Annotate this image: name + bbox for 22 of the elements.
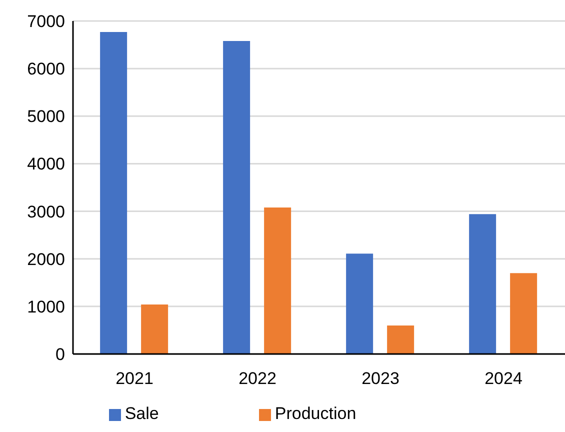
- x-tick-label: 2022: [238, 369, 276, 388]
- bar: [510, 273, 538, 354]
- y-tick-label: 4000: [27, 154, 65, 174]
- x-tick-label: 2023: [362, 369, 400, 388]
- legend-label: Production: [274, 404, 356, 423]
- x-tick-label: 2024: [484, 369, 522, 388]
- y-tick-label: 0: [56, 345, 65, 364]
- bar: [141, 304, 168, 354]
- bar: [223, 40, 250, 354]
- y-tick-label: 6000: [27, 60, 65, 79]
- y-tick-label: 1000: [27, 297, 65, 316]
- y-tick-label: 7000: [27, 12, 65, 32]
- bar: [264, 207, 292, 354]
- bar: [469, 214, 496, 354]
- y-tick-label: 3000: [27, 202, 65, 222]
- bar: [346, 254, 374, 354]
- x-tick-label: 2021: [116, 369, 154, 388]
- bar: [387, 325, 414, 354]
- y-tick-label: 5000: [27, 107, 65, 126]
- y-tick-label: 2000: [27, 250, 65, 269]
- legend-label: Sale: [124, 404, 159, 423]
- bar: [100, 32, 128, 354]
